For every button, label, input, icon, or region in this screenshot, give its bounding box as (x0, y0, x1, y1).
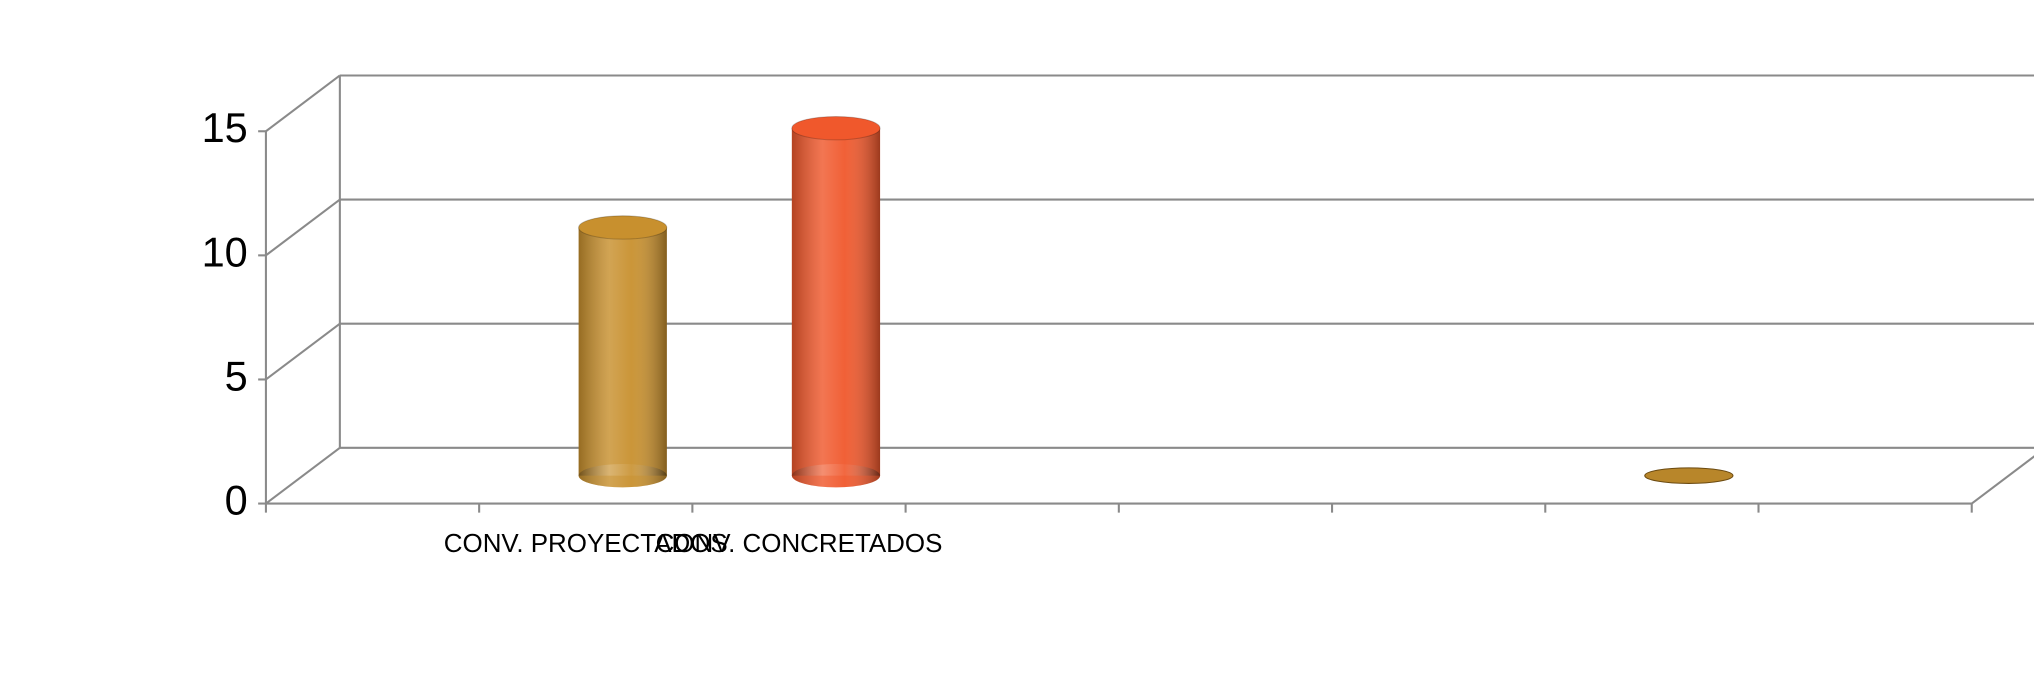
side-grid-line (265, 322, 341, 381)
y-tick-label: 0 (225, 477, 248, 524)
bar-body-shade (791, 128, 881, 476)
bar-top (578, 215, 668, 240)
floor-right (1971, 455, 2034, 505)
bar-top (791, 115, 881, 141)
bar (791, 115, 881, 488)
side-grid-line (265, 74, 341, 133)
y-tick-label: 5 (225, 352, 248, 399)
side-grid-line (265, 446, 341, 505)
x-tick-label: CONV. CONCRETADOS (656, 530, 943, 558)
x-tick-label: CONV. PROYECTADOS (444, 530, 728, 558)
side-grid-line (265, 198, 341, 257)
bar-disc (1644, 467, 1734, 484)
y-tick-label: 10 (202, 228, 248, 275)
y-tick-label: 15 (202, 104, 248, 151)
bar-body-shade (578, 227, 667, 476)
bar (578, 215, 668, 488)
